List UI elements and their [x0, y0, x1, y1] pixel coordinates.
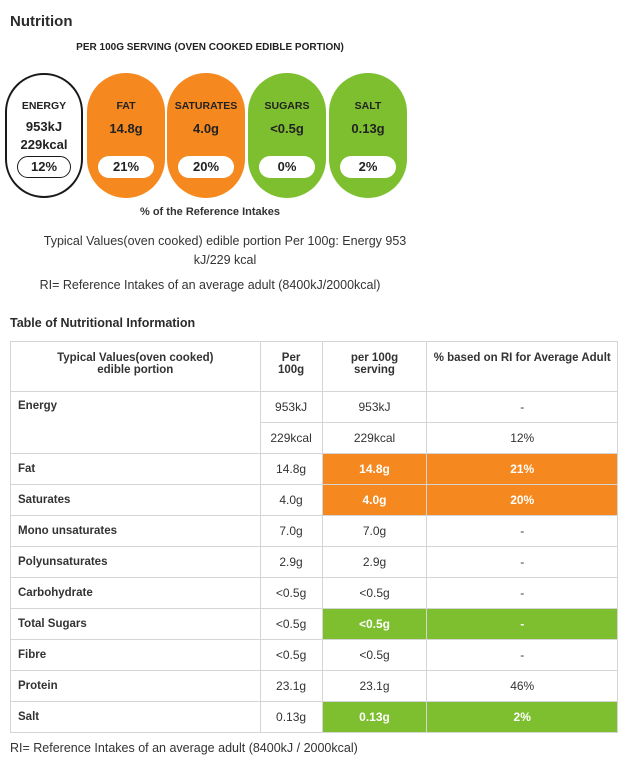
- reference-intake-label: % of the Reference Intakes: [140, 206, 280, 218]
- badge-value: 0.13g: [351, 121, 385, 136]
- row-label: Energy: [10, 391, 261, 454]
- cell-ri: 21%: [426, 453, 618, 485]
- cell-ri: -: [426, 639, 618, 671]
- cell-ri: -: [426, 577, 618, 609]
- row-label: Protein: [10, 670, 261, 702]
- badge-value: 4.0g: [192, 121, 219, 136]
- badge-percent: 2%: [340, 156, 396, 178]
- cell-ri: 20%: [426, 484, 618, 516]
- cell-serving: 7.0g: [321, 515, 428, 547]
- cell-serving: <0.5g: [321, 577, 428, 609]
- serving-label: PER 100G SERVING (OVEN COOKED EDIBLE POR…: [76, 42, 344, 53]
- cell-serving: 4.0g: [321, 484, 428, 516]
- cell-per100: 23.1g: [259, 670, 323, 702]
- cell-serving: 2.9g: [321, 546, 428, 578]
- badge-name: SATURATES: [174, 100, 238, 112]
- row-label: Fat: [10, 453, 261, 485]
- table-row: Fibre <0.5g <0.5g -: [10, 639, 618, 671]
- badge-name: SUGARS: [264, 100, 310, 112]
- badge-name: ENERGY: [21, 100, 67, 112]
- footer-ri-note: RI= Reference Intakes of an average adul…: [10, 741, 358, 755]
- badge-value: 953kJ 229kcal: [7, 118, 81, 154]
- badge-value: <0.5g: [270, 121, 304, 136]
- cell-serving: <0.5g: [321, 608, 428, 640]
- cell-per100: 953kJ: [259, 391, 323, 423]
- badge-name: FAT: [116, 100, 136, 112]
- table-header-row: Typical Values(oven cooked) edible porti…: [10, 341, 618, 392]
- ri-text: RI= Reference Intakes of an average adul…: [39, 278, 381, 292]
- row-label: Mono unsaturates: [10, 515, 261, 547]
- sugars-badge: SUGARS <0.5g 0%: [248, 73, 326, 198]
- cell-ri: 12%: [426, 422, 618, 454]
- cell-serving: <0.5g: [321, 639, 428, 671]
- cell-serving: 953kJ: [321, 391, 428, 423]
- row-label: Saturates: [10, 484, 261, 516]
- badge-value: 14.8g: [109, 121, 143, 136]
- row-label: Total Sugars: [10, 608, 261, 640]
- cell-per100: 0.13g: [259, 701, 323, 733]
- cell-per100: 14.8g: [259, 453, 323, 485]
- row-label: Polyunsaturates: [10, 546, 261, 578]
- table-title: Table of Nutritional Information: [10, 316, 196, 330]
- row-label: Fibre: [10, 639, 261, 671]
- table-row: Salt 0.13g 0.13g 2%: [10, 701, 618, 733]
- badge-percent: 20%: [178, 156, 234, 178]
- salt-badge: SALT 0.13g 2%: [329, 73, 407, 198]
- table-row: Total Sugars <0.5g <0.5g -: [10, 608, 618, 640]
- table-row: Saturates 4.0g 4.0g 20%: [10, 484, 618, 516]
- table-row: Mono unsaturates 7.0g 7.0g -: [10, 515, 618, 547]
- energy-badge: ENERGY 953kJ 229kcal 12%: [5, 73, 83, 198]
- cell-serving: 229kcal: [321, 422, 428, 454]
- fat-badge: FAT 14.8g 21%: [87, 73, 165, 198]
- nutrition-table: Typical Values(oven cooked) edible porti…: [10, 341, 618, 733]
- saturates-badge: SATURATES 4.0g 20%: [167, 73, 245, 198]
- cell-serving: 23.1g: [321, 670, 428, 702]
- table-row: Protein 23.1g 23.1g 46%: [10, 670, 618, 702]
- cell-ri: 46%: [426, 670, 618, 702]
- row-label: Salt: [10, 701, 261, 733]
- cell-per100: <0.5g: [259, 608, 323, 640]
- table-row: Energy 953kJ 953kJ -: [10, 391, 618, 454]
- badge-percent: 0%: [259, 156, 315, 178]
- cell-per100: <0.5g: [259, 577, 323, 609]
- cell-per100: 229kcal: [259, 422, 323, 454]
- header-per-100g: Per 100g: [259, 341, 323, 392]
- header-ri-percent: % based on RI for Average Adult: [426, 341, 618, 392]
- badge-percent: 12%: [17, 156, 71, 178]
- table-row: Fat 14.8g 14.8g 21%: [10, 453, 618, 485]
- cell-ri: -: [426, 608, 618, 640]
- cell-per100: 2.9g: [259, 546, 323, 578]
- cell-ri: -: [426, 391, 618, 423]
- energy-kcal: 229kcal: [20, 137, 68, 152]
- nutrition-title: Nutrition: [10, 13, 73, 30]
- typical-values-text: Typical Values(oven cooked) edible porti…: [43, 234, 407, 267]
- cell-serving: 0.13g: [321, 701, 428, 733]
- cell-per100: 4.0g: [259, 484, 323, 516]
- cell-ri: -: [426, 546, 618, 578]
- badge-name: SALT: [354, 100, 382, 112]
- header-typical-values: Typical Values(oven cooked) edible porti…: [10, 341, 261, 392]
- row-label: Carbohydrate: [10, 577, 261, 609]
- badge-percent: 21%: [98, 156, 154, 178]
- energy-kj: 953kJ: [25, 119, 63, 134]
- table-row: Polyunsaturates 2.9g 2.9g -: [10, 546, 618, 578]
- header-per-serving: per 100g serving: [321, 341, 428, 392]
- table-row: Carbohydrate <0.5g <0.5g -: [10, 577, 618, 609]
- cell-ri: 2%: [426, 701, 618, 733]
- cell-per100: 7.0g: [259, 515, 323, 547]
- cell-per100: <0.5g: [259, 639, 323, 671]
- cell-ri: -: [426, 515, 618, 547]
- cell-serving: 14.8g: [321, 453, 428, 485]
